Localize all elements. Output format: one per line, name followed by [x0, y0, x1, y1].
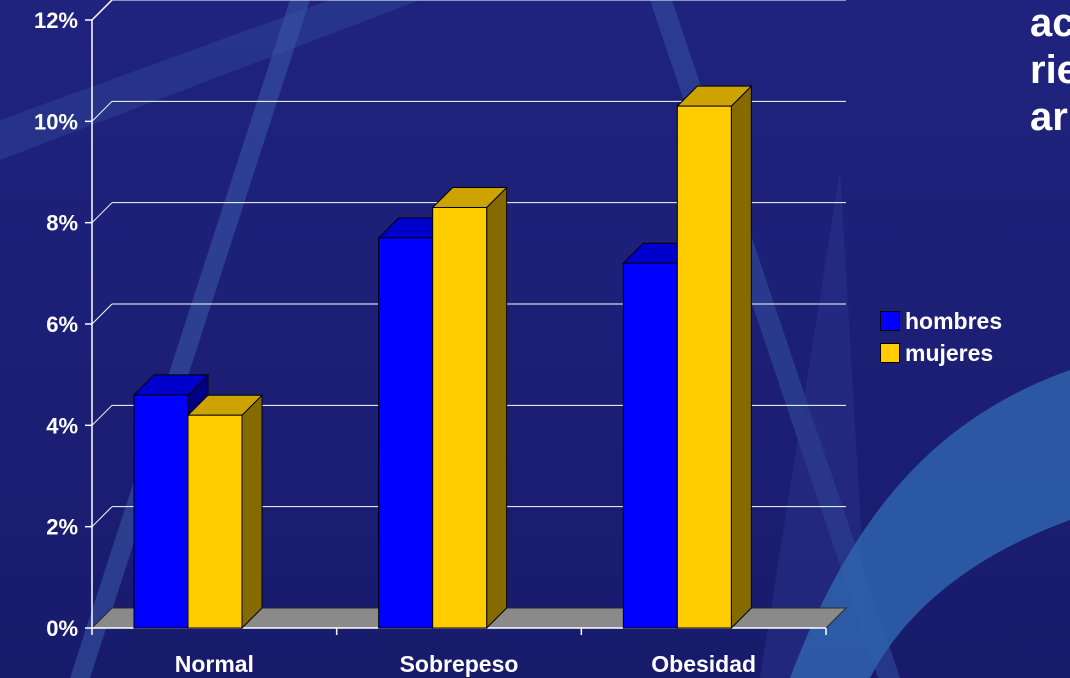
legend-swatch-hombres [880, 311, 900, 331]
y-tick-label: 10% [34, 109, 78, 134]
y-tick-label: 4% [46, 413, 78, 438]
legend-label-mujeres: mujeres [905, 339, 994, 366]
grid-line [91, 404, 113, 426]
y-tick-label: 8% [46, 211, 78, 236]
side-title-line: rie [1030, 48, 1070, 92]
x-tick-label: Normal [175, 651, 254, 677]
side-title-line: ar [1030, 95, 1068, 139]
legend-label-hombres: hombres [905, 307, 1003, 334]
grid-line [91, 506, 113, 528]
side-title-text: ac rie ar [1030, 0, 1070, 141]
x-tick-label: Obesidad [651, 651, 756, 677]
y-tick-label: 0% [46, 616, 78, 641]
grid-line [91, 100, 113, 122]
legend-item-mujeres: mujeres [880, 337, 1002, 369]
y-tick-label: 12% [34, 8, 78, 33]
legend-swatch-mujeres [880, 343, 900, 363]
x-axis: Normal Sobrepeso Obesidad [91, 628, 827, 677]
y-axis: 0% 2% 4% 6% 8% 10% 12% [34, 8, 92, 641]
bar-mujeres-normal [186, 393, 264, 630]
bar-mujeres-obesidad [676, 84, 753, 630]
y-tick-label: 6% [46, 312, 78, 337]
legend: hombres mujeres [880, 305, 1002, 369]
side-title-line: ac [1030, 1, 1070, 45]
legend-item-hombres: hombres [880, 305, 1002, 337]
bar-mujeres-sobrepeso [431, 186, 508, 630]
grid-line [91, 303, 113, 325]
y-tick-label: 2% [46, 515, 78, 540]
bars [132, 84, 753, 630]
grid-line [91, 202, 113, 224]
x-tick-label: Sobrepeso [400, 651, 519, 677]
